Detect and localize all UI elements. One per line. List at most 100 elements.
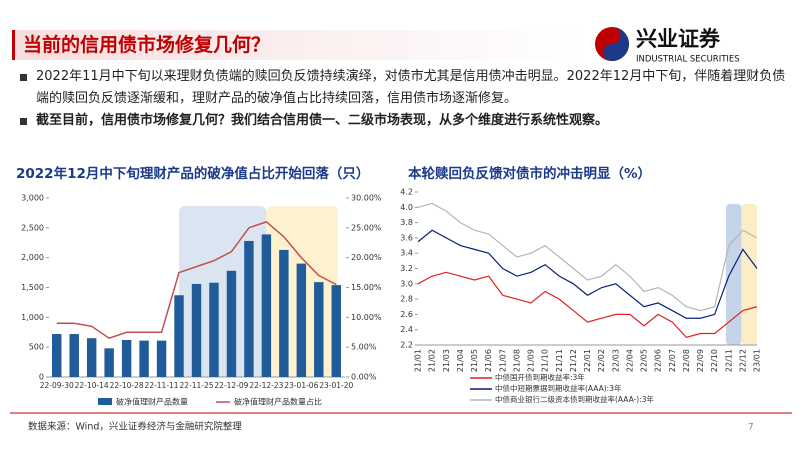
tick-label: 0 [39, 373, 44, 382]
x-tick-label: 22/02 [597, 349, 606, 372]
chart-title: 2022年12月中下旬理财产品的破净值占比开始回落（只） [16, 166, 370, 182]
x-tick-label: 22-11-11 [145, 381, 179, 390]
bar [226, 270, 237, 377]
line [417, 202, 758, 312]
bar [314, 282, 324, 377]
x-tick-label: 22-11-25 [179, 381, 213, 390]
legend-swatch [98, 398, 112, 405]
x-tick-label: 22/09 [696, 349, 705, 372]
tick-label: 2.8 [400, 295, 413, 304]
logo-icon-part [603, 27, 629, 61]
tick-label: 3.2 [400, 264, 413, 273]
x-tick-label: 22/01 [583, 349, 592, 372]
tick-label: 1,000 [21, 313, 44, 322]
tick-label: 15.00% [351, 283, 382, 292]
logo-cn: 兴业证券 [636, 27, 721, 51]
x-tick-label: 23/01 [753, 349, 762, 372]
x-tick-label: 21/09 [527, 349, 536, 372]
x-tick-label: 21/08 [512, 349, 521, 372]
x-tick-label: 21/06 [484, 349, 493, 372]
bar [296, 263, 307, 377]
x-tick-label: 23-01-06 [284, 381, 318, 390]
x-tick-label: 22/07 [668, 349, 677, 372]
source: 数据来源：Wind，兴业证券经济与金融研究院整理 [28, 421, 242, 433]
bullet: 截至目前，信用债市场修复几何？我们结合信用债一、二级市场表现，从多个维度进行系统… [18, 110, 788, 132]
x-tick-label: 22/10 [710, 349, 719, 372]
x-tick-label: 21/01 [414, 349, 423, 372]
chart-title: 本轮赎回负反馈对债市的冲击明显（%） [408, 166, 652, 182]
bullets: 2022年11月中下旬以来理财负债端的赎回负反馈持续演绎，对债市尤其是信用债冲击… [18, 66, 788, 132]
tick-label: 10.00% [351, 313, 382, 322]
x-tick-label: 22-10-28 [110, 381, 144, 390]
x-tick-label: 21/05 [470, 349, 479, 372]
highlight [725, 204, 742, 345]
legend-label: 破净值理财产品数量占比 [234, 397, 322, 407]
x-tick-label: 21/07 [498, 349, 507, 372]
tick-label: 25.00% [351, 223, 382, 232]
bar [331, 285, 341, 377]
tick-label: 4.0 [400, 203, 413, 212]
bar [104, 348, 114, 377]
bullet: 2022年11月中下旬以来理财负债端的赎回负反馈持续演绎，对债市尤其是信用债冲击… [18, 66, 788, 110]
line [417, 229, 758, 319]
bar [86, 338, 97, 377]
slide-title: 当前的信用债市场修复几何？ [12, 30, 583, 60]
tick-label: 4.2 [400, 188, 413, 197]
legend-label: 中债国开债到期收益率:3年 [495, 372, 585, 382]
tick-label: 3.6 [400, 233, 413, 242]
bar [191, 283, 202, 377]
legend-label: 中债中短期票据到期收益率(AAA):3年 [495, 383, 622, 393]
tick-label: 0.00% [351, 373, 377, 382]
x-tick-label: 22-12-09 [214, 381, 248, 390]
tick-label: 30.00% [351, 194, 382, 203]
x-tick-label: 21/12 [569, 349, 578, 372]
bar [209, 282, 219, 377]
x-tick-label: 22/08 [682, 349, 691, 372]
x-tick-label: 22-09-30 [40, 381, 74, 390]
x-tick-label: 22/11 [724, 349, 733, 372]
tick-label: 1,500 [21, 283, 44, 292]
legend-label: 破净值理财产品数量 [116, 397, 188, 407]
tick-label: 2,000 [21, 253, 44, 262]
x-tick-label: 21/03 [442, 349, 451, 372]
bar [174, 295, 184, 377]
tick-label: 5.00% [351, 343, 377, 352]
x-tick-label: 22/03 [611, 349, 620, 372]
x-tick-label: 23-01-20 [319, 381, 353, 390]
tick-label: 2,500 [21, 223, 44, 232]
x-tick-label: 22/12 [738, 349, 747, 372]
bar [244, 240, 254, 377]
x-tick-label: 21/11 [555, 349, 564, 372]
bar [139, 340, 149, 377]
tick-label: 2.6 [400, 310, 413, 319]
bar [156, 340, 167, 377]
line [56, 221, 337, 340]
tick-label: 2.4 [400, 325, 413, 334]
x-tick-label: 21/10 [541, 349, 550, 372]
highlight [741, 204, 757, 345]
x-tick-label: 22/06 [654, 349, 663, 372]
bar [261, 234, 272, 377]
tick-label: 2.2 [400, 341, 413, 350]
tick-label: 3,000 [21, 194, 44, 203]
tick-label: 3.4 [400, 249, 413, 258]
page-number: 7 [748, 423, 754, 433]
tick-label: 500 [29, 343, 44, 352]
bar [279, 249, 289, 377]
line [417, 271, 758, 339]
x-tick-label: 22/04 [625, 349, 634, 372]
bar [52, 334, 62, 377]
tick-label: 20.00% [351, 253, 382, 262]
bar [69, 334, 79, 377]
logo-en: INDUSTRIAL SECURITIES [636, 55, 740, 65]
legend-label: 中债商业银行二级资本债到期收益率(AAA-):3年 [495, 394, 655, 404]
x-tick-label: 22-10-14 [75, 381, 109, 390]
logo: 兴业证券 INDUSTRIAL SECURITIES [595, 27, 740, 65]
bar [121, 340, 132, 377]
x-tick-label: 21/02 [428, 349, 437, 372]
tick-label: 3.0 [400, 279, 413, 288]
tick-label: 3.8 [400, 218, 413, 227]
x-tick-label: 21/04 [456, 349, 465, 372]
